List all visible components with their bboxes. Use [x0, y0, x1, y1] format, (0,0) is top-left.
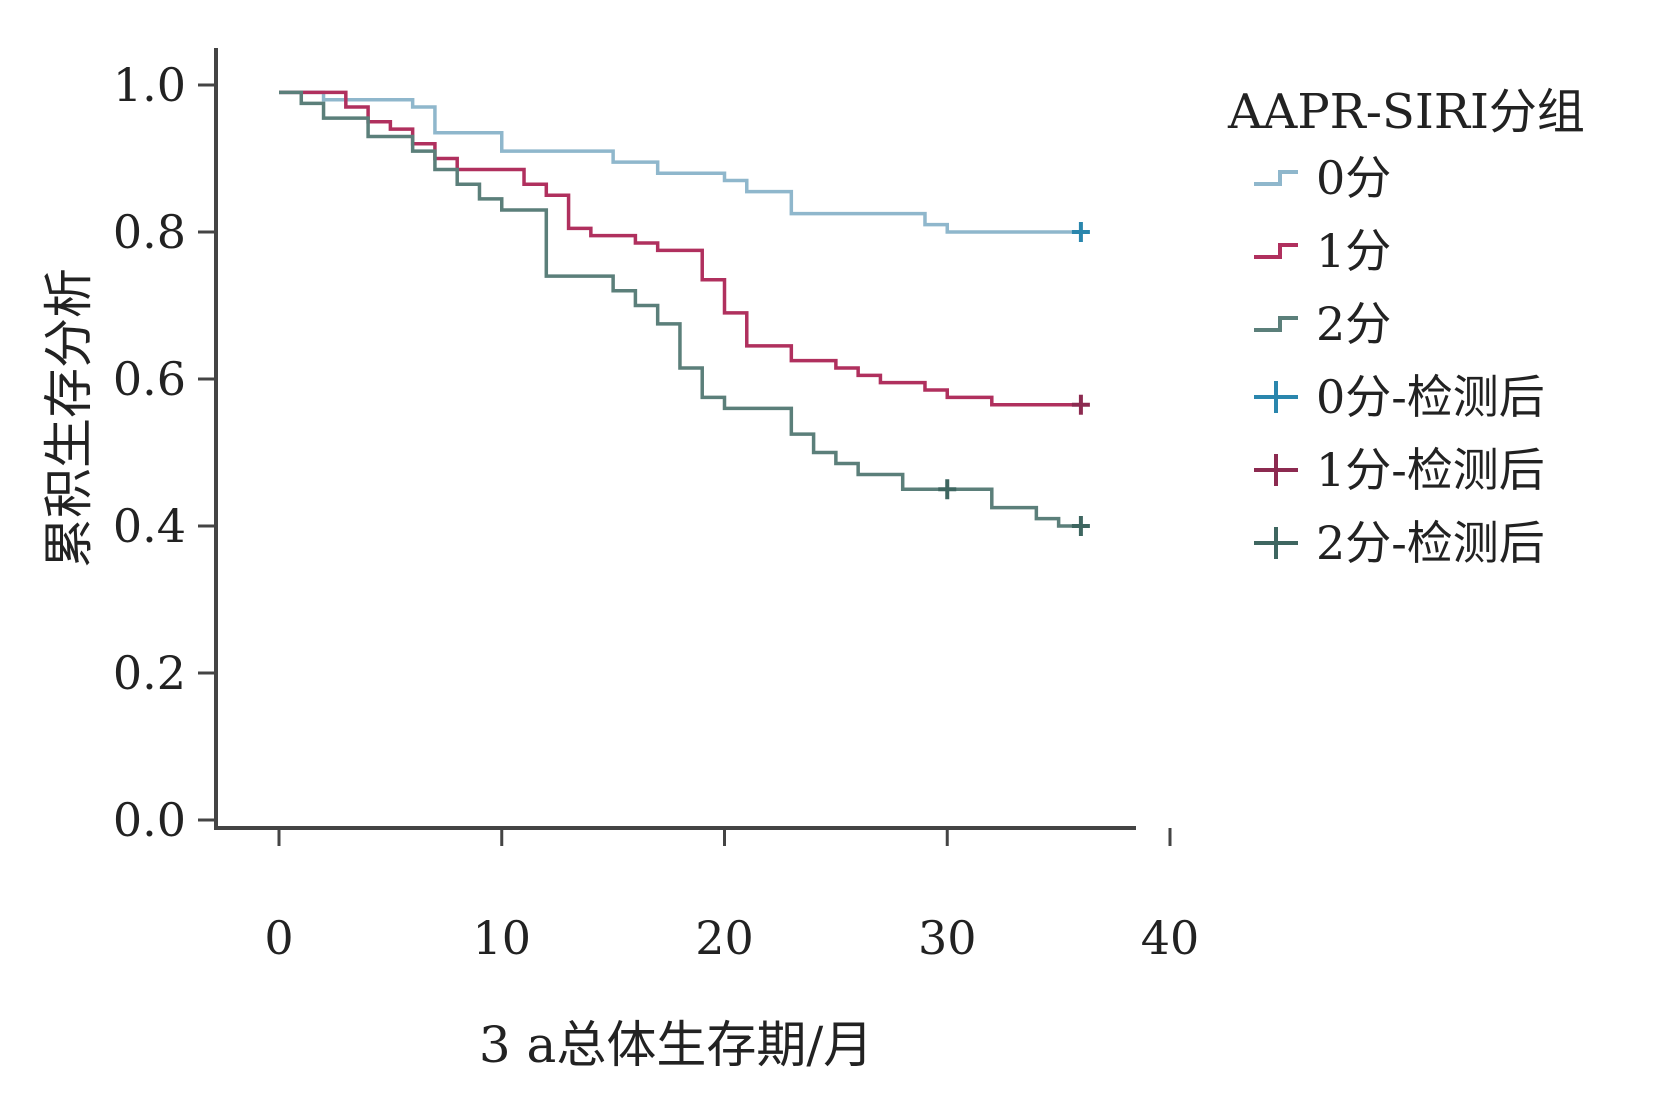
- legend: AAPR-SIRI分组 0分 1分 2分 0分-检测后 1分-检测后 2分-检测后: [1227, 84, 1585, 570]
- y-tick-label: 1.0: [113, 58, 186, 112]
- censor-mark: [1071, 222, 1090, 242]
- legend-label: 2分: [1316, 297, 1391, 351]
- legend-entry: 2分-检测后: [1254, 516, 1545, 570]
- x-tick-label: 0: [264, 911, 293, 965]
- legend-step-swatch: [1254, 316, 1298, 332]
- y-tick-label: 0.4: [113, 499, 186, 553]
- x-axis-title: 3 a总体生存期/月: [479, 1016, 873, 1074]
- legend-step-swatch: [1254, 170, 1298, 186]
- censor-marks: [938, 222, 1090, 536]
- x-tick-label: 10: [472, 911, 531, 965]
- ticks: 0 10 20 30 40 0.0 0.2 0.4 0.6 0.8 1.0: [113, 58, 1199, 965]
- legend-entry: 1分: [1254, 224, 1391, 278]
- legend-title: AAPR-SIRI分组: [1227, 84, 1585, 140]
- x-tick-label: 20: [695, 911, 754, 965]
- censor-mark: [1071, 394, 1090, 415]
- legend-label: 1分-检测后: [1316, 443, 1545, 497]
- series-line: [279, 90, 1081, 234]
- legend-label: 0分-检测后: [1316, 370, 1545, 424]
- legend-entry: 0分-检测后: [1254, 370, 1545, 424]
- legend-step-swatch: [1254, 243, 1298, 259]
- x-tick-label: 30: [918, 911, 977, 965]
- series-line: [279, 90, 1081, 528]
- series-lines: [279, 90, 1081, 528]
- y-tick-label: 0.6: [113, 352, 186, 406]
- axes: [214, 48, 1136, 830]
- legend-label: 0分: [1316, 151, 1391, 205]
- legend-entry: 2分: [1254, 297, 1391, 351]
- y-tick-label: 0.0: [113, 793, 186, 847]
- legend-entry: 1分-检测后: [1254, 443, 1545, 497]
- y-axis-title: 累积生存分析: [40, 268, 98, 568]
- legend-label: 1分: [1316, 224, 1391, 278]
- legend-label: 2分-检测后: [1316, 516, 1545, 570]
- y-tick-label: 0.8: [113, 205, 186, 259]
- legend-entry: 0分: [1254, 151, 1391, 205]
- censor-mark: [938, 479, 957, 500]
- censor-mark: [1071, 516, 1090, 536]
- y-tick-label: 0.2: [113, 646, 186, 700]
- x-tick-label: 40: [1141, 911, 1200, 965]
